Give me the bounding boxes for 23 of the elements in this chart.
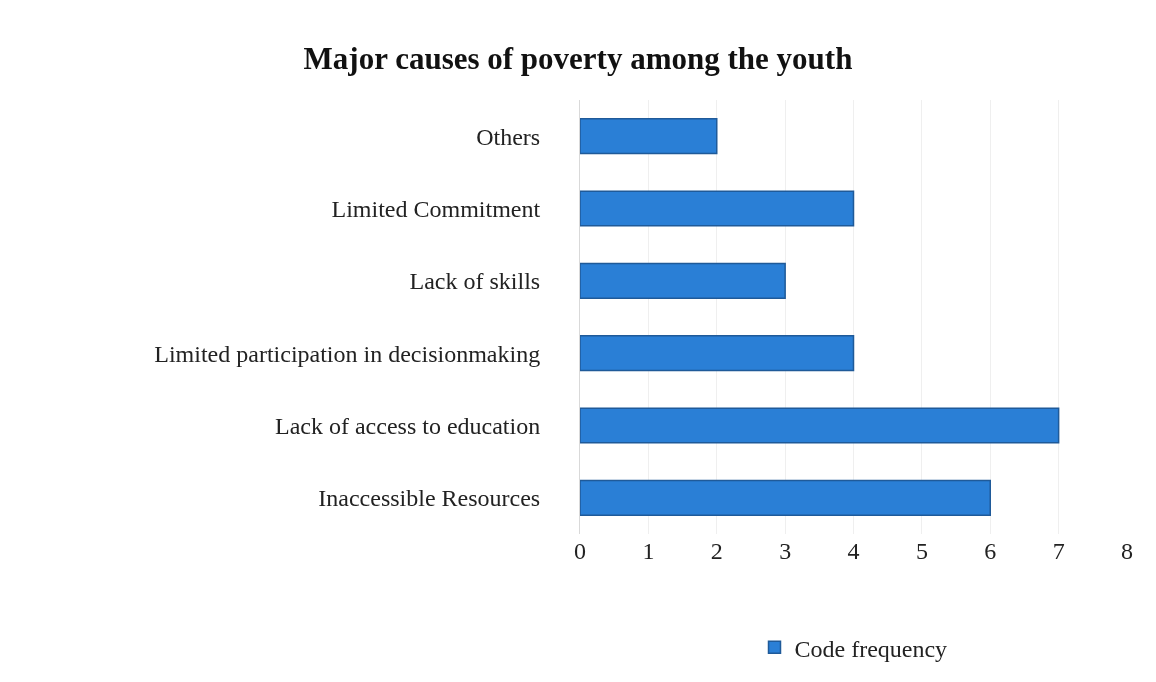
bar	[580, 262, 786, 299]
bar	[580, 190, 855, 227]
y-tick-label: Lack of skills	[409, 268, 541, 295]
x-tick-label: 3	[779, 538, 792, 564]
y-tick-label: Limited participation in decisionmaking	[154, 340, 541, 367]
x-tick-label: 1	[642, 538, 655, 564]
x-tick-label: 0	[574, 538, 586, 564]
bar	[580, 118, 718, 155]
bar	[580, 335, 855, 372]
legend-label: Code frequency	[794, 635, 948, 662]
x-tick-label: 4	[847, 538, 860, 564]
y-tick-label: Inaccessible Resources	[318, 485, 541, 512]
x-tick-label: 6	[984, 538, 997, 564]
x-tick-label: 2	[710, 538, 723, 564]
y-tick-label: Others	[476, 123, 541, 150]
y-tick-label: Limited Commitment	[331, 195, 541, 222]
x-tick-label: 7	[1052, 538, 1065, 564]
y-tick-label: Lack of access to education	[274, 412, 541, 439]
chart-title: Major causes of poverty among the youth	[303, 41, 853, 77]
bar	[580, 407, 1060, 444]
x-tick-label: 5	[915, 538, 928, 564]
bar	[580, 479, 991, 516]
x-tick-label: 8	[1121, 538, 1133, 564]
